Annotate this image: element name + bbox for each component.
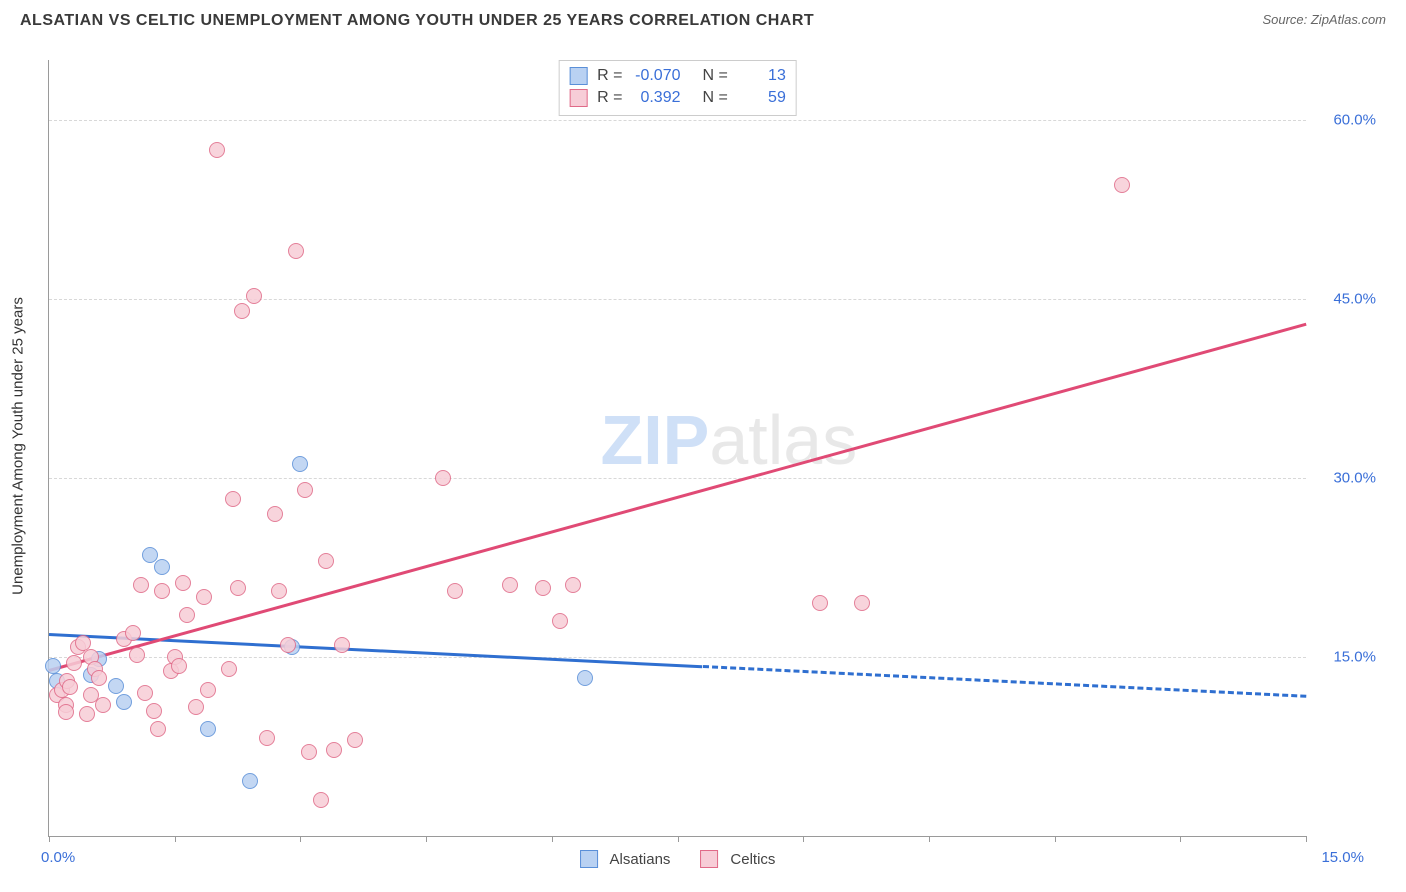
- x-tick: [803, 836, 804, 842]
- trend-line-alsatians: [49, 633, 703, 668]
- data-point-celtics: [95, 697, 111, 713]
- data-point-celtics: [146, 703, 162, 719]
- x-tick: [552, 836, 553, 842]
- data-point-celtics: [297, 482, 313, 498]
- x-tick: [300, 836, 301, 842]
- x-max-label: 15.0%: [1321, 849, 1364, 866]
- data-point-celtics: [347, 732, 363, 748]
- source-attribution: Source: ZipAtlas.com: [1262, 12, 1386, 27]
- x-tick: [1306, 836, 1307, 842]
- data-point-celtics: [326, 742, 342, 758]
- data-point-celtics: [318, 553, 334, 569]
- data-point-celtics: [552, 613, 568, 629]
- x-tick: [678, 836, 679, 842]
- data-point-celtics: [259, 730, 275, 746]
- data-point-celtics: [812, 595, 828, 611]
- correlation-legend: R = -0.070 N = 13 R = 0.392 N = 59: [558, 60, 797, 116]
- data-point-celtics: [313, 792, 329, 808]
- data-point-celtics: [854, 595, 870, 611]
- data-point-celtics: [230, 580, 246, 596]
- data-point-celtics: [66, 655, 82, 671]
- data-point-celtics: [502, 577, 518, 593]
- legend-item-celtics: Celtics: [700, 850, 775, 868]
- data-point-celtics: [535, 580, 551, 596]
- gridline: [49, 299, 1306, 300]
- data-point-celtics: [129, 647, 145, 663]
- title-bar: ALSATIAN VS CELTIC UNEMPLOYMENT AMONG YO…: [0, 0, 1406, 38]
- series-legend: Alsatians Celtics: [580, 850, 776, 868]
- data-point-celtics: [334, 637, 350, 653]
- data-point-celtics: [267, 506, 283, 522]
- trend-line-alsatians: [703, 665, 1307, 698]
- swatch-celtics: [700, 850, 718, 868]
- x-tick: [929, 836, 930, 842]
- x-tick: [1180, 836, 1181, 842]
- x-tick: [1055, 836, 1056, 842]
- gridline: [49, 657, 1306, 658]
- data-point-celtics: [280, 637, 296, 653]
- data-point-alsatians: [292, 456, 308, 472]
- data-point-celtics: [154, 583, 170, 599]
- data-point-celtics: [565, 577, 581, 593]
- data-point-celtics: [171, 658, 187, 674]
- legend-item-alsatians: Alsatians: [580, 850, 671, 868]
- data-point-alsatians: [242, 773, 258, 789]
- data-point-celtics: [1114, 177, 1130, 193]
- data-point-alsatians: [108, 678, 124, 694]
- swatch-alsatians: [580, 850, 598, 868]
- data-point-alsatians: [116, 694, 132, 710]
- data-point-celtics: [79, 706, 95, 722]
- data-point-celtics: [271, 583, 287, 599]
- chart-title: ALSATIAN VS CELTIC UNEMPLOYMENT AMONG YO…: [20, 12, 814, 30]
- data-point-celtics: [435, 470, 451, 486]
- scatter-chart: ZIPatlas R = -0.070 N = 13 R = 0.392 N =…: [48, 60, 1306, 837]
- legend-row-alsatians: R = -0.070 N = 13: [569, 65, 786, 87]
- data-point-celtics: [225, 491, 241, 507]
- data-point-celtics: [179, 607, 195, 623]
- data-point-celtics: [150, 721, 166, 737]
- y-tick-label: 60.0%: [1333, 111, 1376, 128]
- data-point-alsatians: [142, 547, 158, 563]
- data-point-celtics: [62, 679, 78, 695]
- data-point-alsatians: [577, 670, 593, 686]
- swatch-alsatians: [569, 67, 587, 85]
- x-tick: [49, 836, 50, 842]
- data-point-alsatians: [200, 721, 216, 737]
- data-point-celtics: [209, 142, 225, 158]
- data-point-celtics: [221, 661, 237, 677]
- data-point-celtics: [91, 670, 107, 686]
- x-tick: [175, 836, 176, 842]
- data-point-celtics: [200, 682, 216, 698]
- gridline: [49, 478, 1306, 479]
- gridline: [49, 120, 1306, 121]
- y-tick-label: 30.0%: [1333, 469, 1376, 486]
- y-tick-label: 15.0%: [1333, 648, 1376, 665]
- data-point-celtics: [175, 575, 191, 591]
- data-point-celtics: [234, 303, 250, 319]
- y-axis-label: Unemployment Among Youth under 25 years: [10, 297, 27, 595]
- data-point-celtics: [246, 288, 262, 304]
- data-point-celtics: [125, 625, 141, 641]
- data-point-celtics: [133, 577, 149, 593]
- data-point-celtics: [196, 589, 212, 605]
- x-tick: [426, 836, 427, 842]
- data-point-celtics: [301, 744, 317, 760]
- data-point-celtics: [447, 583, 463, 599]
- data-point-celtics: [137, 685, 153, 701]
- swatch-celtics: [569, 89, 587, 107]
- data-point-alsatians: [154, 559, 170, 575]
- legend-row-celtics: R = 0.392 N = 59: [569, 87, 786, 109]
- data-point-celtics: [288, 243, 304, 259]
- watermark: ZIPatlas: [600, 400, 857, 480]
- data-point-celtics: [188, 699, 204, 715]
- y-tick-label: 45.0%: [1333, 290, 1376, 307]
- data-point-celtics: [58, 704, 74, 720]
- x-min-label: 0.0%: [41, 849, 75, 866]
